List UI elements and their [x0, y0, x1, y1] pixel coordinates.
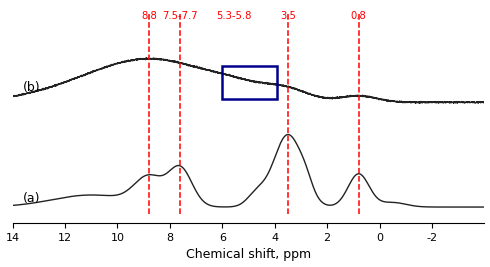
Text: (b): (b) — [23, 81, 41, 94]
Text: 3.5: 3.5 — [280, 11, 296, 21]
Text: 5.3-5.8: 5.3-5.8 — [217, 11, 252, 21]
Text: 0.8: 0.8 — [351, 11, 367, 21]
Text: 7.5-7.7: 7.5-7.7 — [163, 11, 198, 21]
X-axis label: Chemical shift, ppm: Chemical shift, ppm — [186, 249, 311, 261]
Bar — [222, 66, 277, 99]
Text: 8.8: 8.8 — [141, 11, 157, 21]
Text: (a): (a) — [23, 192, 41, 205]
